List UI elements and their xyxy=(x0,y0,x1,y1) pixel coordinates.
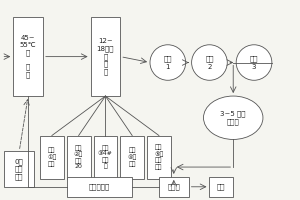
FancyBboxPatch shape xyxy=(4,151,34,187)
Text: 配料
⑤极
磁共
振剂: 配料 ⑤极 磁共 振剂 xyxy=(154,145,164,170)
Text: 二甲醚气罐: 二甲醚气罐 xyxy=(89,183,110,190)
Text: 配料
③4#
酸亚
锑: 配料 ③4# 酸亚 锑 xyxy=(98,145,113,169)
FancyBboxPatch shape xyxy=(40,136,64,179)
FancyBboxPatch shape xyxy=(13,17,43,96)
FancyBboxPatch shape xyxy=(67,136,91,179)
Text: 配料
①改
丁醇: 配料 ①改 丁醇 xyxy=(47,148,57,167)
FancyBboxPatch shape xyxy=(147,136,171,179)
Ellipse shape xyxy=(192,45,227,80)
FancyBboxPatch shape xyxy=(94,136,117,179)
Ellipse shape xyxy=(203,96,263,139)
Text: 罐装: 罐装 xyxy=(217,183,226,190)
FancyBboxPatch shape xyxy=(91,17,120,96)
Text: 3~5 分钟
静止罐: 3~5 分钟 静止罐 xyxy=(220,110,246,125)
FancyBboxPatch shape xyxy=(159,177,189,197)
Text: 配料
④正
己醇: 配料 ④正 己醇 xyxy=(128,148,137,167)
Ellipse shape xyxy=(236,45,272,80)
Text: 45~
55℃
加

罐
罐: 45~ 55℃ 加 罐 罐 xyxy=(20,35,37,78)
Text: 成品罐: 成品罐 xyxy=(167,183,180,190)
Text: 滤罐
2: 滤罐 2 xyxy=(205,55,214,70)
FancyBboxPatch shape xyxy=(67,177,132,197)
FancyBboxPatch shape xyxy=(120,136,144,179)
Text: 0号
普通
柴油: 0号 普通 柴油 xyxy=(15,158,24,180)
FancyBboxPatch shape xyxy=(209,177,233,197)
Text: 配料
②吐
温一
20: 配料 ②吐 温一 20 xyxy=(74,145,83,169)
Ellipse shape xyxy=(150,45,186,80)
Text: 滤罐
1: 滤罐 1 xyxy=(164,55,172,70)
Text: 12~
18分钟
反
应
罐: 12~ 18分钟 反 应 罐 xyxy=(97,38,114,75)
Text: 滤罐
3: 滤罐 3 xyxy=(250,55,258,70)
